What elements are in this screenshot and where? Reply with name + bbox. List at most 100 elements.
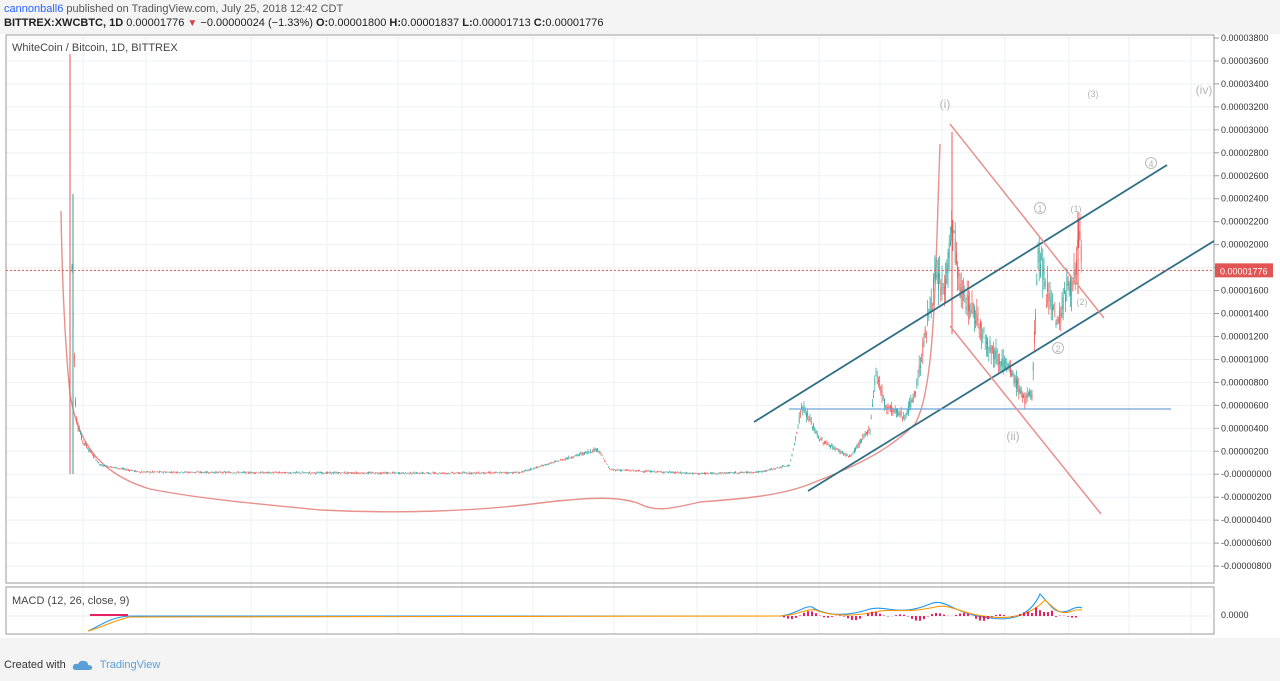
candle-body — [602, 455, 603, 457]
candle-body — [882, 395, 884, 398]
candle-body — [628, 470, 630, 471]
candle-body — [248, 472, 249, 473]
candle-body — [135, 470, 136, 472]
candle-body — [762, 470, 764, 472]
candle-body — [1064, 290, 1065, 294]
candle-body — [275, 472, 277, 473]
candle-body — [699, 473, 700, 475]
candle-body — [500, 472, 501, 473]
candle-body — [497, 472, 499, 473]
candle-body — [308, 473, 309, 474]
candle-body — [551, 462, 553, 464]
candle-body — [652, 471, 654, 473]
chart-area[interactable]: 0.00003800 0.00003600 0.00003400 0.00003200… — [0, 33, 1280, 650]
candle-body — [827, 444, 829, 446]
candle-body — [446, 473, 447, 474]
candle-body — [512, 472, 513, 474]
candle-body — [755, 471, 757, 473]
candle-body — [680, 472, 681, 474]
candle-body — [305, 472, 307, 473]
candle-body — [254, 472, 255, 474]
candle-body — [701, 473, 703, 474]
candle-body — [243, 472, 244, 473]
candle-body — [351, 472, 352, 474]
candle-body — [155, 471, 157, 473]
close-value: 0.00001776 — [545, 17, 604, 29]
candle-body — [675, 472, 676, 473]
candle-body — [1043, 268, 1045, 274]
candle-body — [188, 472, 189, 473]
candle-body — [965, 306, 967, 310]
candle-body — [326, 472, 327, 474]
candle-body — [227, 471, 229, 473]
candle-body — [644, 471, 645, 473]
candle-body — [165, 472, 166, 473]
candle-body — [648, 470, 650, 472]
candle-body — [642, 471, 644, 473]
candle-body — [1018, 385, 1020, 393]
candle-body — [92, 454, 93, 456]
candle-body — [1006, 362, 1008, 364]
candle-body — [824, 441, 825, 444]
candle-body — [818, 435, 819, 439]
candle-body — [544, 464, 546, 466]
candle-body — [532, 468, 534, 470]
candle-body — [586, 452, 588, 454]
candle-body — [557, 461, 559, 463]
candle-body — [231, 472, 232, 474]
candle-body — [527, 469, 529, 471]
candle-body — [426, 472, 428, 474]
candle-body — [321, 472, 322, 474]
signal-line — [87, 599, 1083, 632]
candle-body — [230, 472, 231, 474]
candle-body — [504, 472, 506, 473]
y-tick-label: 0.00001200 — [1221, 331, 1269, 341]
tradingview-link[interactable]: TradingView — [99, 659, 161, 671]
candle-body — [668, 472, 669, 473]
candle-body — [1062, 297, 1064, 309]
candle-body — [1005, 365, 1006, 370]
candle-body — [174, 472, 176, 473]
candle-body — [519, 472, 520, 474]
price-chart-svg[interactable]: 0.00003800 0.00003600 0.00003400 0.00003200… — [0, 33, 1280, 650]
wave-label: 2 — [1055, 344, 1060, 354]
candle-body — [272, 472, 273, 473]
candle-body — [612, 469, 614, 471]
candle-body — [180, 471, 182, 473]
candle-body — [495, 472, 496, 473]
candle-body — [819, 439, 820, 441]
y-tick-label: 0.00002000 — [1221, 240, 1269, 250]
candle-body — [791, 454, 793, 456]
candle-body — [972, 303, 974, 315]
candle-body — [722, 472, 723, 474]
candle-body — [686, 472, 687, 474]
candle-body — [406, 473, 408, 474]
candle-body — [1053, 307, 1054, 309]
candle-body — [766, 469, 768, 471]
candle-body — [356, 472, 357, 474]
candle-body — [282, 472, 284, 473]
candle-body — [240, 472, 242, 473]
candle-body — [696, 473, 698, 475]
candle-body — [232, 472, 234, 474]
candle-body — [558, 460, 560, 462]
macd-name: MACD — [12, 595, 44, 607]
candle-body — [129, 470, 130, 471]
candle-body — [734, 472, 735, 473]
candle-body — [312, 472, 314, 474]
candle-body — [1050, 296, 1052, 307]
high-label: H: — [389, 17, 402, 29]
candle-body — [881, 391, 883, 396]
candle-body — [658, 471, 660, 473]
candle-body — [537, 466, 538, 468]
candle-body — [508, 472, 510, 473]
candle-body — [615, 469, 616, 471]
candle-body — [574, 455, 576, 457]
candle-body — [214, 472, 216, 473]
candle-body — [844, 453, 846, 455]
candle-body — [934, 272, 936, 279]
candle-body — [239, 472, 241, 474]
candle-body — [826, 443, 828, 445]
publisher-link[interactable]: cannonball6 — [4, 3, 64, 15]
candle-body — [377, 473, 379, 474]
